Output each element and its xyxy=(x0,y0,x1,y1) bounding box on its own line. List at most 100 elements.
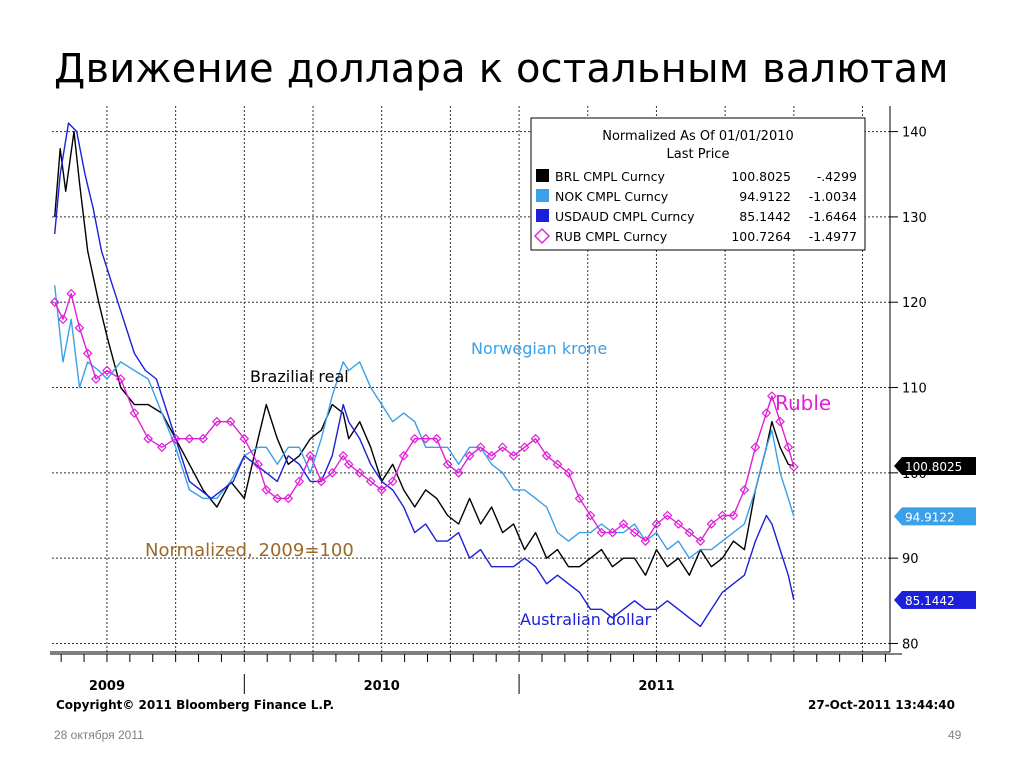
series-point-diamond xyxy=(376,485,387,495)
series-point-diamond xyxy=(398,450,409,461)
last-price-tag-label: 85.1442 xyxy=(905,594,955,608)
x-year-label: 2010 xyxy=(364,679,400,694)
legend-marker-square xyxy=(536,209,549,222)
y-tick-label: 120 xyxy=(902,296,927,311)
series-point-diamond xyxy=(58,314,68,325)
legend: Normalized As Of 01/01/2010 Last PriceBRL… xyxy=(530,117,866,251)
legend-last-price: 85.1442 xyxy=(739,209,791,224)
series-point-diamond xyxy=(761,408,772,418)
series-point-diamond xyxy=(717,510,728,521)
series-point-diamond xyxy=(640,536,651,546)
series-point-diamond xyxy=(305,450,316,461)
series-point-diamond xyxy=(66,288,77,299)
series-point-diamond xyxy=(651,519,662,529)
series-point-diamond xyxy=(239,433,250,444)
series-point-diamond xyxy=(673,519,684,529)
annotation-norwegian-krone: Norwegian krone xyxy=(471,339,607,358)
y-tick-label: 130 xyxy=(902,211,927,226)
legend-marker-diamond xyxy=(534,228,550,244)
legend-change: -1.0034 xyxy=(809,189,857,204)
series-point-diamond xyxy=(585,510,596,521)
series-point-diamond xyxy=(354,467,365,478)
series-lines xyxy=(49,122,799,628)
series-point-diamond xyxy=(574,493,585,504)
series-point-diamond xyxy=(198,433,208,444)
annotations: Brazilial real Norwegian krone Ruble Austra… xyxy=(145,339,831,629)
legend-series-name: BRL CMPL Curncy xyxy=(555,169,666,184)
series-point-diamond xyxy=(225,416,236,427)
series-point-diamond xyxy=(387,476,398,487)
y-tick-label: 140 xyxy=(902,126,927,141)
series-point-diamond xyxy=(157,442,167,453)
last-price-tag-arrow xyxy=(894,507,902,526)
legend-change: -1.4977 xyxy=(809,229,857,244)
legend-series-name: RUB CMPL Curncy xyxy=(555,229,668,244)
series-point-diamond xyxy=(431,433,442,444)
series-point-diamond xyxy=(115,374,126,384)
series-point-diamond xyxy=(261,485,272,495)
series-point-diamond xyxy=(170,433,181,444)
series-point-diamond xyxy=(629,527,640,538)
series-point-diamond xyxy=(129,408,140,418)
series-point-diamond xyxy=(530,433,541,444)
series-point-diamond xyxy=(783,442,794,453)
series-point-diamond xyxy=(272,493,283,504)
series-point-diamond xyxy=(739,485,750,495)
series-point-diamond xyxy=(82,348,93,359)
annotation-normalized: Normalized, 2009=100 xyxy=(145,540,354,561)
series-point-diamond xyxy=(552,459,563,470)
series-point-diamond xyxy=(475,442,486,453)
series-point-diamond xyxy=(365,476,376,487)
series-point-diamond xyxy=(343,459,354,470)
annotation-brazilian-real: Brazilial real xyxy=(250,367,349,386)
series-point-diamond xyxy=(442,459,453,470)
series-point-diamond xyxy=(453,467,464,478)
y-tick-label: 110 xyxy=(902,382,927,397)
last-price-tag-bg xyxy=(902,457,976,476)
y-tick-label: 80 xyxy=(902,637,919,652)
series-point-diamond xyxy=(695,536,706,546)
series-point-diamond xyxy=(662,510,673,521)
slide-title: Движение доллара к остальным валютам xyxy=(54,46,949,92)
series-point-diamond xyxy=(541,450,552,461)
series-point-diamond xyxy=(409,433,420,444)
legend-series-name: USDAUD CMPL Curncy xyxy=(555,209,695,224)
last-price-tag-arrow xyxy=(894,590,902,609)
legend-change: -.4299 xyxy=(817,169,857,184)
annotation-australian-dollar: Australian dollar xyxy=(520,610,652,629)
series-point-diamond xyxy=(338,450,349,461)
axes: 8090100110120130140200920102011100.80259… xyxy=(50,106,976,694)
series-point-diamond xyxy=(775,416,785,427)
legend-marker-square xyxy=(536,189,549,202)
series-point-diamond xyxy=(49,297,60,308)
legend-marker-square xyxy=(536,169,549,182)
legend-last-price: 100.7264 xyxy=(731,229,791,244)
legend-last-price: 94.9122 xyxy=(739,189,791,204)
series-point-diamond xyxy=(767,391,777,401)
series-point-diamond xyxy=(728,510,739,521)
series-point-diamond xyxy=(316,476,327,487)
last-price-tag-arrow xyxy=(894,457,902,476)
series-point-diamond xyxy=(486,450,497,461)
series-point-diamond xyxy=(74,322,85,333)
legend-last-price: 100.8025 xyxy=(731,169,791,184)
series-point-diamond xyxy=(607,527,618,538)
timestamp-text: 27-Oct-2011 13:44:40 xyxy=(808,698,955,712)
legend-box xyxy=(530,117,866,251)
series-point-diamond xyxy=(253,459,263,470)
series-point-diamond xyxy=(596,527,607,538)
last-price-tag-label: 100.8025 xyxy=(905,460,962,474)
series-line-1 xyxy=(54,285,795,559)
series-point-diamond xyxy=(102,365,112,376)
x-year-label: 2009 xyxy=(89,679,125,694)
series-point-diamond xyxy=(212,416,222,427)
series-point-diamond xyxy=(464,450,475,461)
last-price-tag-bg xyxy=(902,590,976,609)
series-point-diamond xyxy=(294,476,305,487)
x-year-label: 2011 xyxy=(638,679,674,694)
y-tick-label: 90 xyxy=(902,552,919,567)
series-point-diamond xyxy=(327,467,338,478)
last-price-tag-bg xyxy=(902,507,976,526)
last-price-tag-label: 94.9122 xyxy=(905,510,955,524)
